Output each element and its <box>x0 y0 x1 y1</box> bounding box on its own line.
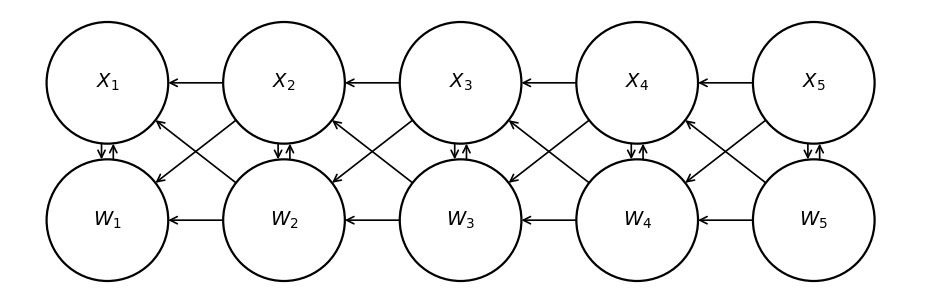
Circle shape <box>223 22 344 144</box>
FancyArrowPatch shape <box>157 120 236 182</box>
Text: $W_3$: $W_3$ <box>446 209 475 231</box>
FancyArrowPatch shape <box>687 120 766 182</box>
FancyArrowPatch shape <box>627 144 635 158</box>
FancyArrowPatch shape <box>687 121 766 183</box>
FancyArrowPatch shape <box>98 144 105 158</box>
Circle shape <box>47 159 169 281</box>
FancyArrowPatch shape <box>170 79 223 86</box>
FancyArrowPatch shape <box>346 79 399 86</box>
Circle shape <box>399 22 521 144</box>
FancyArrowPatch shape <box>510 120 589 182</box>
Text: $W_2$: $W_2$ <box>270 209 298 231</box>
Circle shape <box>576 159 698 281</box>
Text: $W_5$: $W_5$ <box>800 209 829 231</box>
Text: $X_5$: $X_5$ <box>802 72 826 94</box>
FancyArrowPatch shape <box>333 121 412 183</box>
Circle shape <box>47 22 169 144</box>
FancyArrowPatch shape <box>816 145 823 159</box>
FancyArrowPatch shape <box>804 144 812 158</box>
Text: $X_4$: $X_4$ <box>626 72 649 94</box>
Circle shape <box>576 22 698 144</box>
FancyArrowPatch shape <box>157 121 236 183</box>
FancyArrowPatch shape <box>170 217 223 224</box>
Text: $X_1$: $X_1$ <box>96 72 119 94</box>
FancyArrowPatch shape <box>510 121 589 183</box>
Circle shape <box>399 159 521 281</box>
Text: $W_1$: $W_1$ <box>93 209 122 231</box>
Circle shape <box>223 159 344 281</box>
FancyArrowPatch shape <box>275 144 282 158</box>
FancyArrowPatch shape <box>640 145 647 159</box>
FancyArrowPatch shape <box>700 217 753 224</box>
FancyArrowPatch shape <box>523 79 576 86</box>
FancyArrowPatch shape <box>333 120 412 182</box>
Circle shape <box>753 159 874 281</box>
Text: $X_3$: $X_3$ <box>449 72 472 94</box>
FancyArrowPatch shape <box>523 217 576 224</box>
Circle shape <box>753 22 874 144</box>
FancyArrowPatch shape <box>700 79 753 86</box>
FancyArrowPatch shape <box>286 145 293 159</box>
FancyArrowPatch shape <box>463 145 470 159</box>
Text: $X_2$: $X_2$ <box>272 72 296 94</box>
FancyArrowPatch shape <box>110 145 117 159</box>
FancyArrowPatch shape <box>452 144 458 158</box>
FancyArrowPatch shape <box>346 217 399 224</box>
Text: $W_4$: $W_4$ <box>623 209 652 231</box>
